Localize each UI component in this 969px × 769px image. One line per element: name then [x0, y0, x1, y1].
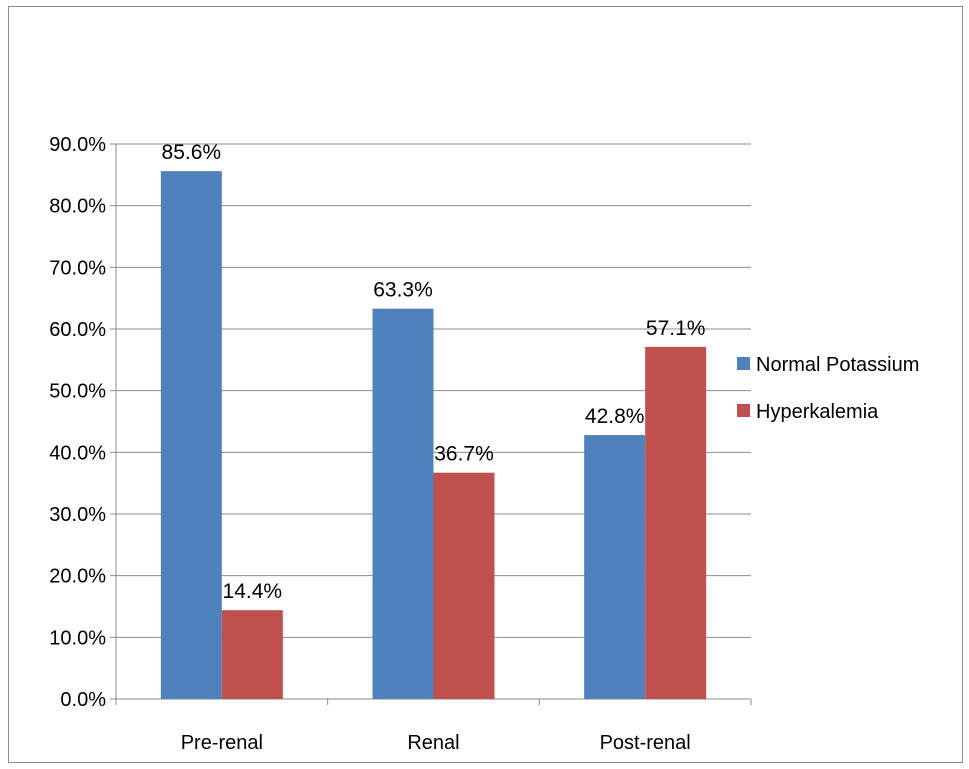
y-tick-label: 80.0%	[49, 196, 106, 218]
data-label: 85.6%	[162, 141, 222, 164]
y-tick-label: 20.0%	[49, 566, 106, 588]
y-tick-label: 70.0%	[49, 257, 106, 279]
y-tick-label: 50.0%	[49, 381, 106, 403]
y-tick-label: 0.0%	[60, 689, 106, 711]
y-tick-label: 90.0%	[49, 134, 106, 156]
bar	[221, 610, 283, 699]
legend: Normal Potassium Hyperkalemia	[737, 354, 919, 423]
data-label: 36.7%	[434, 443, 494, 466]
x-tick-label: Renal	[407, 732, 459, 754]
y-tick-label: 30.0%	[49, 504, 106, 526]
y-tick-label: 40.0%	[49, 442, 106, 464]
data-label: 57.1%	[646, 317, 706, 340]
bar	[645, 346, 707, 699]
y-tick-label: 10.0%	[49, 627, 106, 649]
y-tick-label: 60.0%	[49, 319, 106, 341]
legend-swatch	[737, 404, 750, 417]
legend-label: Hyperkalemia	[756, 401, 879, 423]
bar	[433, 472, 495, 699]
axes: 0.0% 10.0% 20.0% 30.0% 40.0% 50.0% 60.0% 70.0% 8…	[49, 134, 752, 754]
legend-swatch	[737, 357, 750, 370]
data-label: 63.3%	[373, 279, 433, 302]
data-label: 42.8%	[585, 405, 645, 428]
bar	[160, 171, 222, 700]
bar	[584, 435, 646, 699]
data-labels: 85.6% 14.4% 63.3% 36.7% 42.8% 57.1%	[162, 141, 706, 603]
bars	[160, 171, 707, 700]
data-label: 14.4%	[223, 580, 283, 603]
x-tick-label: Pre-renal	[181, 732, 263, 754]
bar	[372, 308, 434, 699]
legend-label: Normal Potassium	[756, 354, 919, 376]
x-tick-label: Post-renal	[600, 732, 691, 754]
